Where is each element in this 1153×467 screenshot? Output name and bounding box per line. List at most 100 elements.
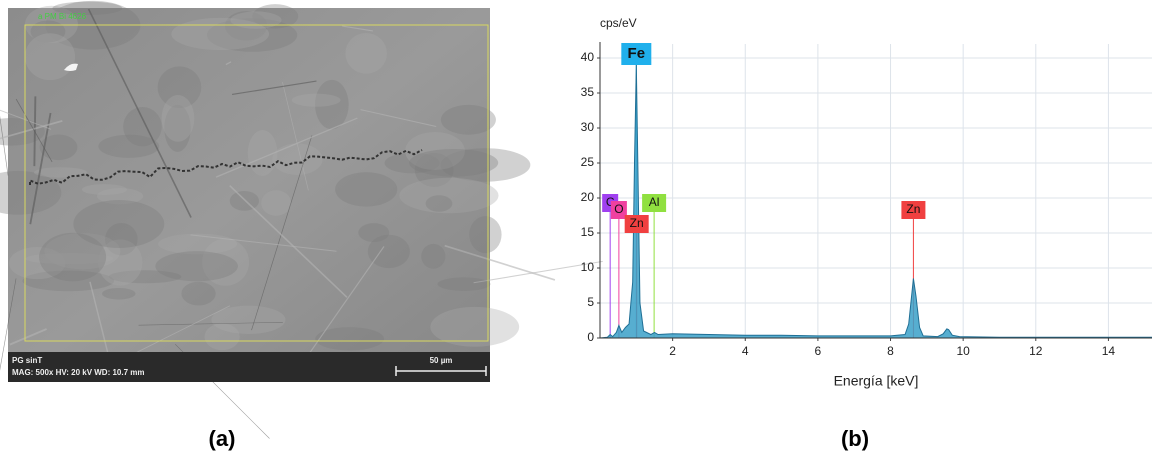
sem-blotch [252, 4, 299, 29]
sem-blotch [202, 238, 250, 286]
sem-blotch [405, 131, 465, 171]
sem-scratch [360, 109, 437, 128]
x-tick-label: 2 [669, 344, 676, 358]
sem-scratch [9, 328, 47, 346]
sem-blotch [440, 148, 531, 182]
sem-blotch [335, 172, 398, 207]
sem-blotch [247, 130, 278, 176]
sem-blotch [181, 281, 216, 306]
panel-label: (a) [209, 426, 236, 451]
x-axis-label: Energía [keV] [834, 373, 919, 389]
sem-blotch [211, 305, 286, 334]
sem-blotch [384, 152, 440, 174]
sem-blotch [30, 20, 66, 43]
sem-scratch [190, 234, 337, 252]
element-label: Zn [906, 202, 920, 216]
sem-texture [0, 0, 603, 439]
element-label: O [614, 202, 623, 216]
element-label-box [642, 194, 667, 212]
element-label-box [901, 201, 926, 219]
sem-blotch [96, 188, 144, 205]
sem-scratch [229, 185, 348, 298]
sem-scale-label: 50 µm [430, 356, 453, 365]
sem-scratch [473, 260, 603, 284]
sem-scratch [251, 135, 313, 331]
sem-blotch [414, 152, 454, 187]
sem-scratch [0, 109, 52, 130]
y-tick-label: 20 [581, 190, 595, 204]
panel-label: (b) [841, 426, 869, 451]
sem-scratch [87, 8, 192, 218]
sem-blotch [81, 184, 128, 195]
sem-blotch [8, 247, 66, 280]
sem-scale-bar [395, 366, 487, 376]
spectrum-area [600, 65, 1152, 338]
sem-blotch [204, 323, 240, 351]
axes [599, 42, 1152, 339]
sem-scratch [342, 25, 374, 32]
sem-blotch [437, 277, 491, 291]
sem-scratch [282, 82, 309, 191]
sem-sample: PG sinT [12, 356, 42, 365]
sem-note: a PM Bi 4626 [38, 12, 87, 21]
sem-blotch [367, 234, 410, 269]
x-tick-label: 4 [742, 344, 749, 358]
sem-blotch [206, 18, 298, 52]
sem-scratch [29, 112, 52, 225]
sem-blotch [229, 191, 259, 211]
sem-blotch [44, 233, 121, 270]
y-axis-label: cps/eV [600, 16, 637, 30]
y-tick-label: 15 [581, 225, 595, 239]
sem-blotch [39, 232, 107, 282]
sem-blotch [102, 287, 136, 300]
sem-blotch [315, 327, 385, 351]
sem-blotch [98, 134, 160, 158]
x-tick-label: 10 [956, 344, 970, 358]
spectrum-plot: 0 5 10 15 20 25 30 35 40 2 4 6 8 10 12 14 C O Fe Zn Al Zn [581, 42, 1152, 358]
x-tick-label: 8 [887, 344, 894, 358]
sem-scratch [138, 321, 283, 326]
y-tick-label: 40 [581, 50, 595, 64]
sem-blotch [98, 239, 143, 286]
x-tick-label: 6 [815, 344, 822, 358]
sem-blotch [52, 1, 123, 16]
sem-blotch [104, 222, 138, 256]
sem-blotch [272, 143, 323, 176]
x-tick-label: 12 [1029, 344, 1043, 358]
sem-scratch [225, 61, 232, 66]
sem-blotch [158, 233, 238, 255]
element-label: Al [649, 195, 660, 209]
sem-scratch [15, 98, 53, 163]
sem-settings: MAG: 500x HV: 20 kV WD: 10.7 mm [12, 368, 145, 377]
sem-blotch [24, 33, 76, 81]
y-tick-label: 0 [587, 330, 594, 344]
sem-blotch [108, 270, 182, 284]
sem-blotch [155, 251, 238, 282]
spectrum-line [599, 64, 1152, 339]
sem-blotch [469, 216, 502, 254]
sem-scratch [0, 120, 63, 140]
sem-blotch [24, 5, 78, 44]
sem-blotch [123, 107, 162, 147]
sem-blotch [73, 200, 165, 248]
y-tick-label: 30 [581, 120, 595, 134]
sem-blotch [421, 243, 446, 269]
sem-blotch [425, 195, 453, 212]
sem-blotch [409, 148, 499, 177]
y-tick-label: 25 [581, 155, 595, 169]
element-label: Zn [630, 216, 644, 230]
x-tick-label: 14 [1102, 344, 1116, 358]
element-label-box [624, 215, 649, 233]
y-tick-label: 5 [587, 295, 594, 309]
sem-particle [64, 63, 78, 71]
y-tick-label: 10 [581, 260, 595, 274]
sem-blotch [171, 17, 270, 51]
sem-blotch [430, 306, 520, 347]
sem-scratch [0, 115, 9, 176]
sem-blotch [261, 190, 292, 216]
sem-blotch [345, 33, 387, 74]
element-label-box [610, 201, 627, 219]
sem-blotch [164, 104, 191, 152]
